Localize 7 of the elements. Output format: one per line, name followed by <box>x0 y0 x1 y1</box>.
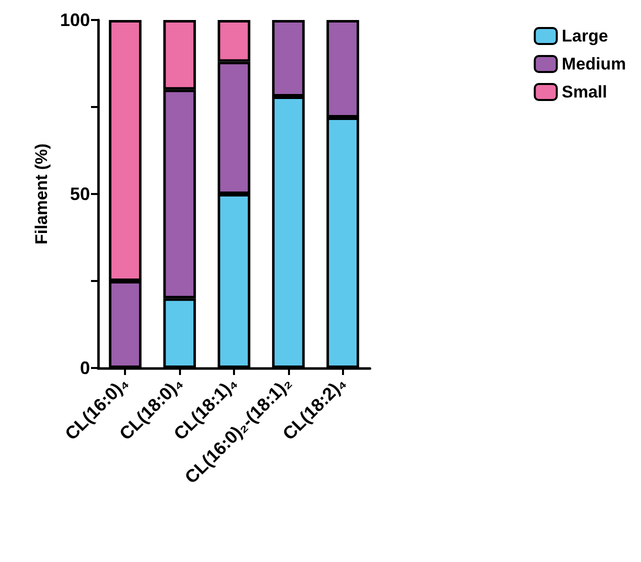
y-tick-label: 0 <box>80 358 90 378</box>
y-axis-title: Filament (%) <box>32 143 51 245</box>
y-tick-label: 100 <box>60 10 90 30</box>
y-tick-label: 50 <box>70 184 90 204</box>
legend-label: Small <box>562 82 608 102</box>
legend-label: Medium <box>562 54 626 74</box>
legend-label: Large <box>562 26 608 46</box>
